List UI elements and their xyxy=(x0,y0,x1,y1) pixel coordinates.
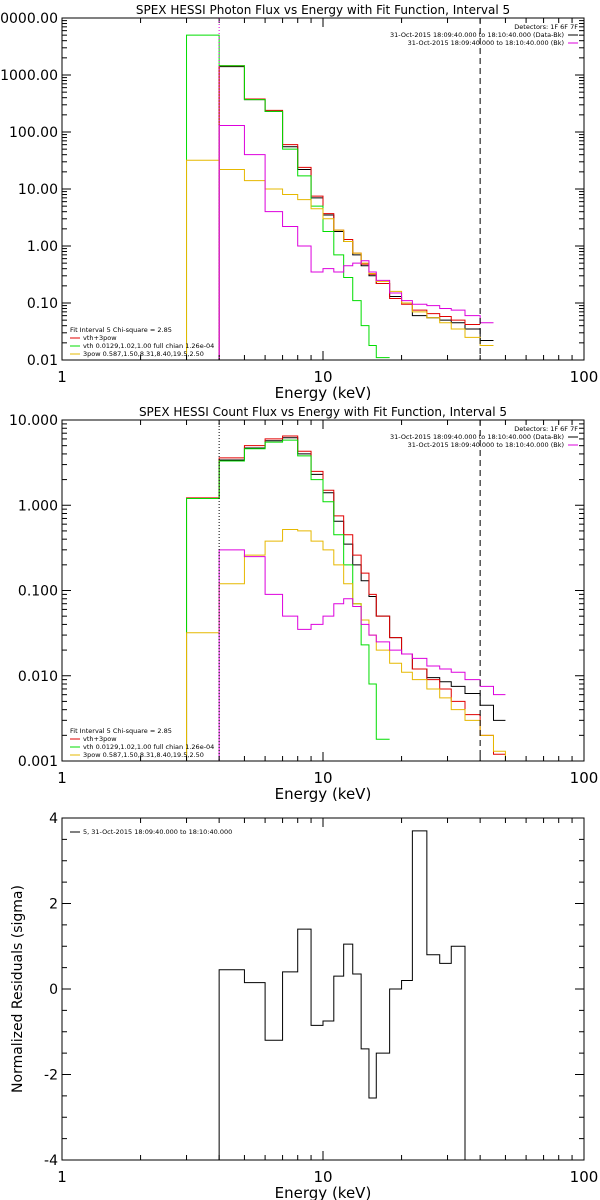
legend-label: 3pow 0.587,1.50,8.31,8.40,19.5,2.50 xyxy=(83,350,204,358)
chart-title: SPEX HESSI Count Flux vs Energy with Fit… xyxy=(139,405,507,419)
interval-data-bk: 31-Oct-2015 18:09:40.000 to 18:10:40.000… xyxy=(390,31,564,39)
interval-bk: 31-Oct-2015 18:09:40.000 to 18:10:40.000… xyxy=(408,441,564,449)
plot-frame xyxy=(61,817,585,1161)
y-tick-label: -4 xyxy=(44,1153,58,1169)
y-axis-label: Normalized Residuals (sigma) xyxy=(10,885,26,1093)
series-1 xyxy=(218,830,481,1160)
legend: 5, 31-Oct-2015 18:09:40.000 to 18:10:40.… xyxy=(70,828,232,836)
x-tick-label: 1 xyxy=(57,769,67,787)
y-tick-label: 0.01 xyxy=(27,353,58,369)
series-3-line xyxy=(186,34,390,360)
plot-area xyxy=(218,830,481,1160)
y-tick-label: -2 xyxy=(44,1068,58,1084)
legend-label: vth+3pow xyxy=(83,334,117,342)
y-tick-label: 4 xyxy=(49,811,58,827)
y-tick-label: 0.10 xyxy=(27,296,58,312)
series-3 xyxy=(186,439,390,761)
interval-data-bk: 31-Oct-2015 18:09:40.000 to 18:10:40.000… xyxy=(390,433,564,441)
series-5 xyxy=(218,549,506,761)
series-5-line xyxy=(218,549,506,761)
x-tick-label: 100 xyxy=(570,368,599,386)
x-tick-label: 1 xyxy=(57,1168,67,1186)
series-4 xyxy=(186,159,494,360)
series-4 xyxy=(186,528,517,761)
legend-label: vth 0.0129,1.02,1.00 full chian 1.26e-04 xyxy=(83,342,214,350)
series-1-line xyxy=(218,830,481,1160)
y-tick-label: 2 xyxy=(49,897,58,913)
y-tick-label: 10000.00 xyxy=(0,11,58,27)
y-tick-label: 1.000 xyxy=(18,498,58,514)
legend-label: vth 0.0129,1.02,1.00 full chian 1.26e-04 xyxy=(83,743,214,751)
legend-title: Fit Interval 5 Chi-square = 2.85 xyxy=(70,727,172,735)
series-2-line xyxy=(218,65,481,360)
legend-label: 3pow 0.587,1.50,8.31,8.40,19.5,2.50 xyxy=(83,751,204,759)
x-tick-label: 10 xyxy=(313,368,332,386)
series-5 xyxy=(218,125,494,360)
legend-label: 5, 31-Oct-2015 18:09:40.000 to 18:10:40.… xyxy=(83,828,232,836)
y-tick-label: 100.00 xyxy=(9,125,58,141)
y-tick-label: 0.010 xyxy=(18,669,58,685)
x-axis-label: Energy (keV) xyxy=(275,1184,372,1200)
series-1 xyxy=(186,437,506,761)
y-tick-label: 0 xyxy=(49,982,58,998)
plot-area xyxy=(186,34,494,360)
series-4-line xyxy=(186,159,494,360)
series-4-line xyxy=(186,528,517,761)
detectors-label: Detectors: 1F 6F 7F xyxy=(514,425,578,433)
x-tick-label: 10 xyxy=(313,1168,332,1186)
legend-label: vth+3pow xyxy=(83,735,117,743)
y-tick-label: 10.00 xyxy=(18,182,58,198)
series-3-line xyxy=(186,439,390,761)
y-tick-label: 0.001 xyxy=(18,754,58,770)
detectors-label: Detectors: 1F 6F 7F xyxy=(514,23,578,31)
interval-bk: 31-Oct-2015 18:09:40.000 to 18:10:40.000… xyxy=(408,39,564,47)
plot-area xyxy=(186,435,517,761)
series-2-line xyxy=(186,435,506,761)
x-tick-label: 100 xyxy=(570,769,599,787)
legend: Fit Interval 5 Chi-square = 2.85vth+3pow… xyxy=(70,326,214,358)
series-2 xyxy=(218,65,481,360)
y-tick-label: 0.100 xyxy=(18,584,58,600)
x-tick-label: 1 xyxy=(57,368,67,386)
y-tick-label: 1.00 xyxy=(27,239,58,255)
series-3 xyxy=(186,34,390,360)
x-tick-label: 100 xyxy=(570,1168,599,1186)
series-2 xyxy=(186,435,506,761)
legend-title: Fit Interval 5 Chi-square = 2.85 xyxy=(70,326,172,334)
chart-panel-1: SPEX HESSI Photon Flux vs Energy with Fi… xyxy=(0,3,599,402)
chart-panel-3: 1 10 100 -4 -2 0 2 4 Energy (keV) Normalized Resi… xyxy=(10,811,598,1200)
series-1-line xyxy=(186,437,506,761)
series-1 xyxy=(218,66,494,360)
x-axis-label: Energy (keV) xyxy=(275,384,372,402)
series-1-line xyxy=(218,66,494,360)
chart-title: SPEX HESSI Photon Flux vs Energy with Fi… xyxy=(136,3,510,17)
chart-panel-2: SPEX HESSI Count Flux vs Energy with Fit… xyxy=(9,405,599,803)
plot-frame xyxy=(61,419,585,762)
y-tick-label: 1000.00 xyxy=(0,68,58,84)
plot-frame xyxy=(61,17,585,361)
legend: Fit Interval 5 Chi-square = 2.85vth+3pow… xyxy=(70,727,214,759)
x-tick-label: 10 xyxy=(313,769,332,787)
series-5-line xyxy=(218,125,494,360)
x-axis-label: Energy (keV) xyxy=(275,785,372,803)
y-tick-label: 10.000 xyxy=(9,413,58,429)
